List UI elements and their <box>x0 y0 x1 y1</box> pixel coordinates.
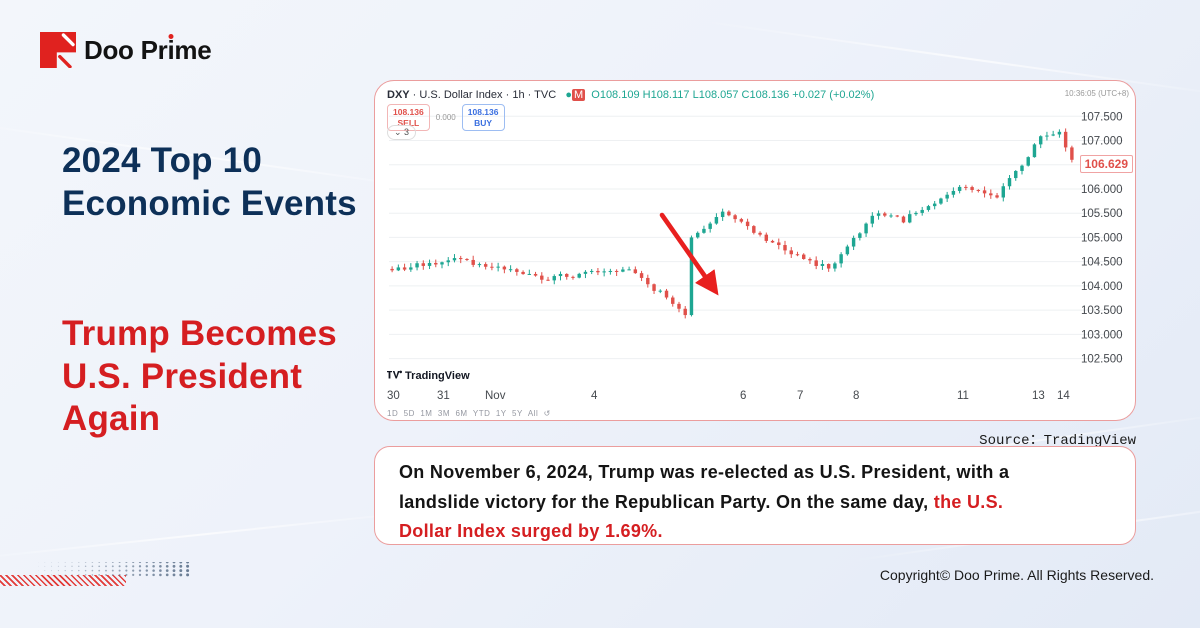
svg-text:102.500: 102.500 <box>1081 354 1123 366</box>
svg-text:104.000: 104.000 <box>1081 281 1123 293</box>
svg-text:106.000: 106.000 <box>1081 184 1123 196</box>
svg-text:105.500: 105.500 <box>1081 208 1123 220</box>
svg-text:103.500: 103.500 <box>1081 305 1123 317</box>
svg-text:103.000: 103.000 <box>1081 329 1123 341</box>
svg-text:107.000: 107.000 <box>1081 136 1123 148</box>
svg-text:104.500: 104.500 <box>1081 257 1123 269</box>
svg-text:105.000: 105.000 <box>1081 232 1123 244</box>
svg-text:107.500: 107.500 <box>1081 111 1123 123</box>
